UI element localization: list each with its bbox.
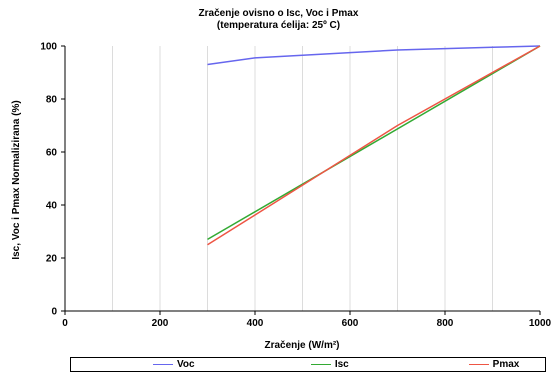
legend-item-pmax: Pmax	[387, 359, 545, 370]
chart-canvas: 0 200 400 600 800 1000 0 20 40 60 80 100 Zračenje (…	[11, 42, 552, 352]
y-tick-label: 100	[40, 42, 57, 53]
chart-title: Zračenje ovisno o Isc, Voc i Pmax	[198, 8, 359, 19]
y-tick-label: 20	[46, 254, 58, 265]
y-axis-title: Isc, Voc i Pmax Normalizirana (%)	[11, 100, 22, 259]
y-tick-label: 60	[46, 148, 58, 159]
legend-item-isc: Isc	[229, 359, 387, 370]
legend-swatch	[468, 364, 489, 365]
x-tick-label: 800	[437, 318, 454, 329]
chart-legend: Voc Isc Pmax	[70, 357, 546, 372]
x-tick-label: 200	[152, 318, 169, 329]
y-tick-label: 80	[46, 95, 58, 106]
y-tick-label: 0	[51, 307, 57, 318]
series-line-isc	[207, 45, 541, 241]
legend-swatch	[153, 364, 173, 365]
legend-label: Isc	[334, 359, 349, 370]
x-axis-title: Zračenje (W/m²)	[264, 340, 339, 351]
legend-item-voc: Voc	[71, 359, 229, 370]
legend-label: Voc	[177, 359, 195, 370]
x-tick-label: 600	[342, 318, 359, 329]
series-line-voc	[207, 45, 541, 66]
y-tick-label: 40	[46, 201, 58, 212]
x-tick-label: 1000	[529, 318, 552, 329]
chart-subtitle: (temperatura ćelija: 25º C)	[216, 20, 341, 31]
legend-label: Pmax	[492, 359, 520, 370]
x-tick-label: 0	[62, 318, 68, 329]
x-tick-label: 400	[247, 318, 264, 329]
legend-swatch	[310, 364, 331, 365]
series-line-pmax	[207, 45, 541, 246]
